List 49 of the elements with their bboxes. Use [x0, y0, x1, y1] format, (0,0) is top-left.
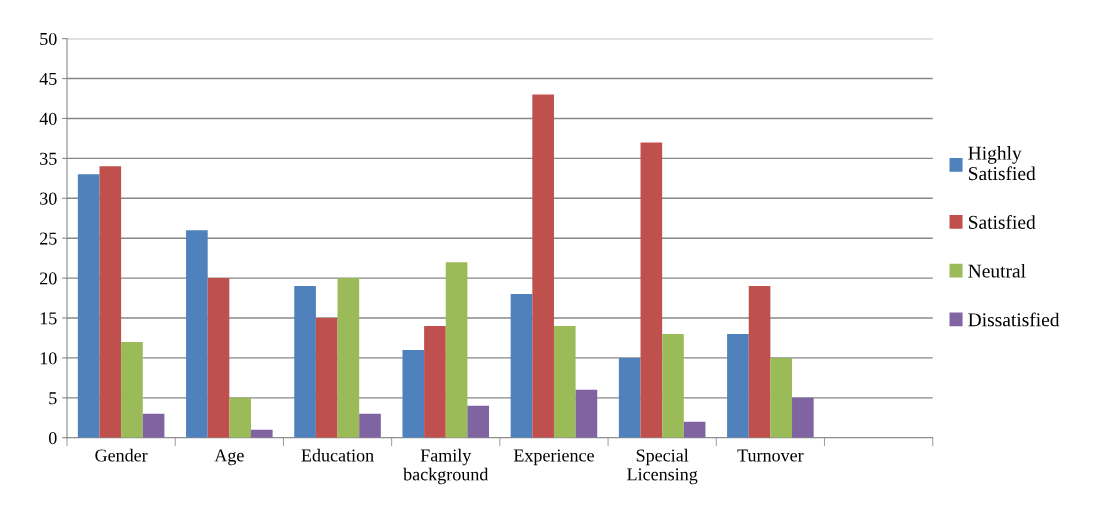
bar — [683, 421, 706, 438]
x-tick-label: Experience — [513, 449, 594, 466]
y-tick-label: 20 — [40, 272, 57, 285]
bar — [748, 286, 771, 438]
x-tick-label: Special Licensing — [627, 448, 698, 485]
x-tick-label: Family background — [403, 448, 489, 485]
bar — [337, 278, 360, 438]
legend-label: Neutral — [968, 263, 1026, 278]
bar — [99, 166, 122, 438]
bar — [207, 278, 230, 438]
legend-label: Highly Satisfied — [968, 146, 1036, 181]
legend-label: Satisfied — [969, 214, 1036, 229]
bar — [359, 413, 381, 438]
x-tick-label: Age — [214, 449, 244, 466]
bar — [445, 262, 468, 438]
bar — [770, 357, 793, 438]
y-tick-label: 10 — [40, 352, 57, 365]
legend-label: Dissatisfied — [968, 312, 1060, 327]
bar — [727, 333, 749, 438]
y-tick-label: 50 — [40, 32, 57, 46]
y-tick-label: 30 — [40, 192, 57, 205]
bar — [662, 333, 684, 438]
bar — [424, 326, 446, 438]
bar — [402, 349, 425, 438]
bar — [467, 405, 490, 438]
bar — [532, 94, 554, 438]
bar — [77, 174, 100, 438]
y-tick-label: 25 — [40, 232, 57, 245]
x-tick-label: Gender — [95, 448, 148, 462]
bar — [792, 397, 814, 438]
bar — [294, 286, 316, 438]
y-tick-label: 0 — [48, 432, 57, 445]
bar — [229, 397, 251, 438]
y-tick-label: 45 — [39, 72, 57, 85]
y-tick-label: 15 — [40, 312, 57, 325]
y-tick-label: 5 — [49, 392, 57, 405]
bar — [121, 341, 143, 438]
x-tick-label: Education — [301, 448, 374, 462]
x-tick-label: Turnover — [737, 449, 804, 462]
bar — [618, 357, 641, 438]
bar — [553, 326, 576, 438]
bar — [186, 230, 208, 438]
bar — [315, 318, 338, 438]
y-tick-label: 40 — [39, 112, 57, 125]
bar — [142, 413, 165, 438]
bar — [640, 142, 663, 438]
bar — [510, 294, 533, 438]
y-tick-label: 35 — [40, 152, 57, 165]
bar — [575, 389, 598, 438]
